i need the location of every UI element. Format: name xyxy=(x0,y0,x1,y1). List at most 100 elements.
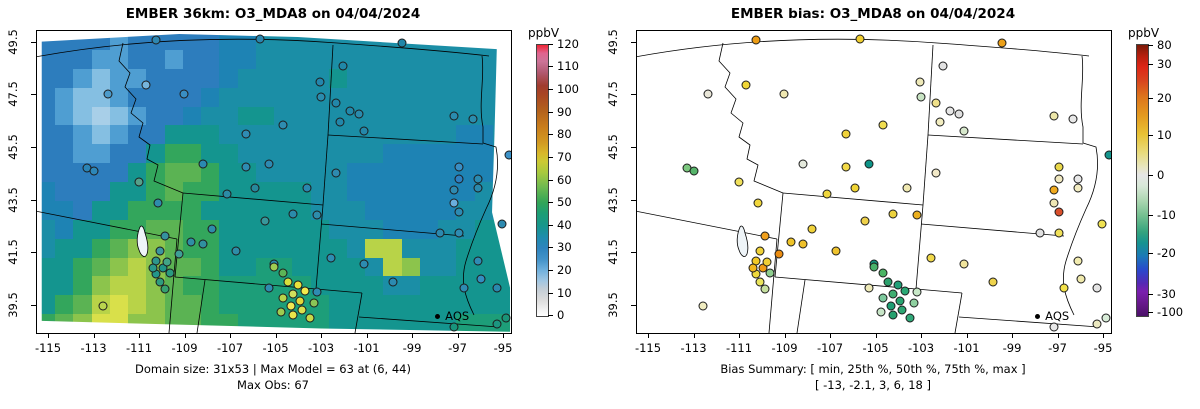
station-marker xyxy=(264,283,274,293)
colorbar-tick xyxy=(1148,174,1153,176)
station-marker xyxy=(888,209,898,219)
x-axis-label: -95 xyxy=(493,341,513,355)
colorbar-tick xyxy=(548,247,553,249)
station-marker xyxy=(260,216,270,226)
station-marker xyxy=(255,34,265,44)
station-marker xyxy=(269,262,279,272)
station-marker xyxy=(222,189,232,199)
x-axis-tick xyxy=(503,333,504,338)
station-marker xyxy=(449,322,459,332)
station-marker xyxy=(864,283,874,293)
x-axis-label: -115 xyxy=(634,341,662,355)
station-marker xyxy=(158,263,168,273)
station-marker xyxy=(278,120,288,130)
station-marker xyxy=(473,256,483,266)
colorbar-tick-label: 30 xyxy=(1157,56,1172,71)
station-marker xyxy=(1059,283,1069,293)
station-marker xyxy=(497,219,507,229)
colorbar-tick xyxy=(1148,97,1153,99)
colorbar-tick xyxy=(548,89,553,91)
y-axis-tick xyxy=(31,146,36,148)
station-marker xyxy=(1054,228,1064,238)
x-axis-label: -105 xyxy=(262,341,289,355)
station-marker xyxy=(302,183,312,193)
station-marker xyxy=(454,162,464,172)
x-axis-tick xyxy=(648,333,649,338)
x-axis-label: -111 xyxy=(125,341,153,355)
station-marker xyxy=(841,162,851,172)
station-marker xyxy=(160,231,170,241)
station-marker xyxy=(186,237,196,247)
station-marker xyxy=(786,237,796,247)
station-marker xyxy=(151,35,160,45)
colorbar-tick xyxy=(1148,294,1153,296)
colorbar-tick-label: 90 xyxy=(557,104,572,119)
x-axis-tick xyxy=(139,333,140,338)
station-marker xyxy=(335,117,345,127)
x-axis-label: -99 xyxy=(402,341,422,355)
colorbar-tick xyxy=(1148,63,1153,65)
station-marker xyxy=(755,246,765,256)
station-marker xyxy=(454,207,464,217)
station-marker xyxy=(473,183,483,193)
station-marker xyxy=(878,120,888,130)
colorbar-tick xyxy=(1148,135,1153,137)
colorbar-tick-label: 10 xyxy=(1157,128,1172,143)
colorbar-tick-label: 40 xyxy=(557,217,572,232)
station-marker xyxy=(286,301,296,311)
station-marker xyxy=(241,162,251,172)
station-marker xyxy=(864,159,874,169)
station-marker xyxy=(822,189,832,199)
station-marker xyxy=(331,98,341,108)
station-marker xyxy=(1073,174,1083,184)
x-axis-tick xyxy=(693,333,695,338)
mt-nd-border xyxy=(327,44,334,136)
great-salt-lake xyxy=(136,225,149,257)
colorbar-tick-label: 30 xyxy=(557,240,572,255)
co-east-border xyxy=(354,292,363,333)
station-marker xyxy=(288,310,298,320)
y-axis-tick xyxy=(631,146,636,148)
red-river-missouri-border xyxy=(463,55,498,316)
station-marker xyxy=(98,301,108,311)
station-marker xyxy=(160,284,170,294)
station-marker xyxy=(774,249,784,259)
colorbar-tick xyxy=(548,111,553,113)
station-marker xyxy=(449,111,459,121)
station-marker xyxy=(492,319,502,329)
station-marker xyxy=(935,117,945,127)
y-axis-label: 43.5 xyxy=(606,186,620,213)
station-marker xyxy=(915,77,925,87)
station-marker xyxy=(841,129,851,139)
bias-caption-line1: Bias Summary: [ min, 25th %, 50th %, 75t… xyxy=(720,362,1026,376)
wy-east-border xyxy=(315,204,324,290)
station-marker xyxy=(734,177,744,187)
y-axis-label: 39.5 xyxy=(606,291,620,318)
station-marker xyxy=(909,298,919,308)
nd-sd-border xyxy=(327,134,484,145)
station-marker xyxy=(162,257,172,267)
x-axis-label: -97 xyxy=(448,341,467,355)
station-marker xyxy=(905,313,915,323)
x-axis-label: -111 xyxy=(725,341,753,355)
station-marker xyxy=(454,228,464,238)
colorbar-tick-label: 60 xyxy=(557,172,572,187)
y-axis-label: 45.5 xyxy=(606,134,620,160)
ne-ks-border xyxy=(358,316,500,328)
model-colorbar-unit: ppbV xyxy=(528,26,560,40)
station-marker xyxy=(1092,283,1102,293)
station-marker xyxy=(931,98,941,108)
station-marker xyxy=(698,301,708,311)
station-marker xyxy=(198,239,208,249)
station-marker xyxy=(912,287,922,297)
x-axis-label: -107 xyxy=(216,341,244,355)
station-marker xyxy=(938,61,948,71)
colorbar-tick xyxy=(1148,252,1153,254)
x-axis-label: -101 xyxy=(953,341,980,355)
wy-south-border xyxy=(174,276,317,290)
station-marker xyxy=(288,209,298,219)
station-marker xyxy=(959,259,969,269)
station-marker xyxy=(807,224,817,234)
station-marker xyxy=(869,262,879,272)
station-marker xyxy=(755,277,765,287)
